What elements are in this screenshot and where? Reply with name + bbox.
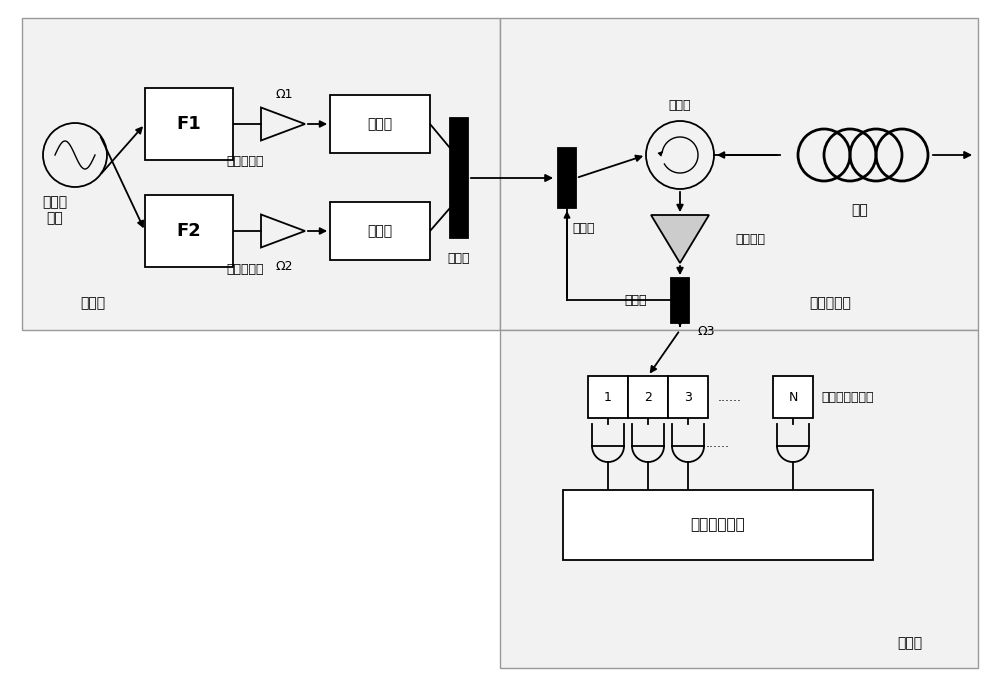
Bar <box>500 18 978 330</box>
Text: 2: 2 <box>644 391 652 403</box>
Bar <box>558 148 576 208</box>
Bar <box>145 195 233 267</box>
Text: N: N <box>788 391 798 403</box>
Bar <box>500 330 978 668</box>
Bar <box>330 202 430 260</box>
Text: Ω3: Ω3 <box>697 325 714 338</box>
Text: F2: F2 <box>177 222 201 240</box>
Text: 3: 3 <box>684 391 692 403</box>
Text: 环形器: 环形器 <box>669 98 691 111</box>
Text: 耦合器: 耦合器 <box>572 222 594 235</box>
Text: 光放大器: 光放大器 <box>735 233 765 246</box>
Text: 监视部: 监视部 <box>897 636 923 650</box>
Text: 信号监视系统: 信号监视系统 <box>691 517 745 533</box>
Bar <box>668 376 708 418</box>
Text: 传输部: 传输部 <box>80 296 105 310</box>
Bar <box>330 95 430 153</box>
Bar <box>773 376 813 418</box>
Bar <box>22 18 500 330</box>
Bar <box>145 88 233 160</box>
Text: 功率放大器: 功率放大器 <box>226 263 264 276</box>
Text: F1: F1 <box>177 115 201 133</box>
Text: 激光器: 激光器 <box>367 117 393 131</box>
Bar <box>671 278 689 323</box>
Text: 链路: 链路 <box>852 203 868 217</box>
Text: 激光器: 激光器 <box>367 224 393 238</box>
Text: 耦合器: 耦合器 <box>448 252 470 264</box>
Bar <box>563 490 873 560</box>
Text: 器波分复用分束: 器波分复用分束 <box>821 391 874 403</box>
Text: 功率放大器: 功率放大器 <box>226 155 264 168</box>
Bar <box>450 118 468 238</box>
Text: 1: 1 <box>604 391 612 403</box>
Text: 频率参
考源: 频率参 考源 <box>42 195 68 225</box>
Polygon shape <box>651 215 709 263</box>
Text: Ω1: Ω1 <box>275 87 293 100</box>
Bar <box>628 376 668 418</box>
Text: 耦合器: 耦合器 <box>625 294 647 306</box>
Text: Ω2: Ω2 <box>275 259 293 272</box>
Text: 信号返回部: 信号返回部 <box>809 296 851 310</box>
Bar <box>588 376 628 418</box>
Text: ......: ...... <box>706 436 730 449</box>
Text: ......: ...... <box>718 391 742 403</box>
